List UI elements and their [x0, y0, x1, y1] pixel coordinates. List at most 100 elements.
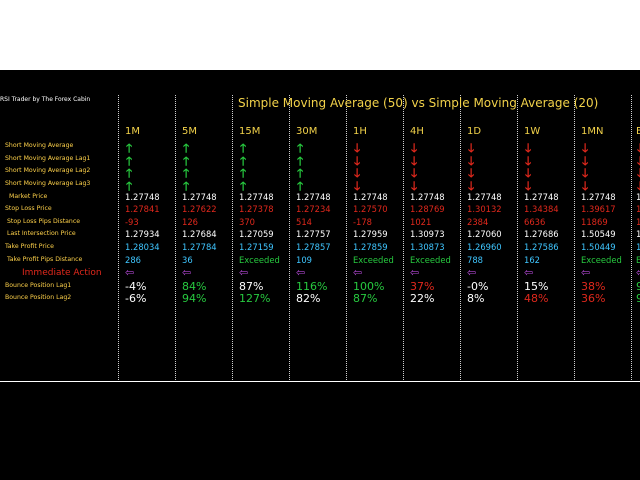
- bounce-lag2-cell: 127%: [239, 292, 271, 305]
- take-profit-pips-cell: 36: [182, 255, 193, 265]
- timeframe-header-1d: 1D: [467, 126, 482, 137]
- row-label-take-profit-price: Take Profit Price: [5, 243, 54, 250]
- take-profit-price-cell: 1.30873: [410, 242, 445, 252]
- stop-loss-pips-cell: 514: [296, 217, 312, 227]
- stop-loss-pips-cell: -178: [353, 217, 373, 227]
- immediate-action-left-arrow-icon: ⇦: [410, 266, 420, 279]
- trend-down-arrow-icon: 🡓: [468, 179, 475, 193]
- trend-down-arrow-icon: 🡓: [582, 179, 589, 193]
- trend-down-arrow-icon: 🡓: [411, 179, 418, 193]
- column-divider: [460, 95, 461, 380]
- stop-loss-pips-cell: -93: [125, 217, 139, 227]
- immediate-action-left-arrow-icon: ⇦: [581, 266, 591, 279]
- last-intersection-cell: 1.27934: [125, 229, 160, 239]
- trend-up-arrow-icon: 🡑: [126, 166, 133, 180]
- row-label-market-price: Market Price: [9, 193, 48, 200]
- row-label-last-intersection: Last Intersection Price: [7, 230, 76, 237]
- last-intersection-cell: 1.27060: [467, 229, 502, 239]
- stop-loss-pips-cell: 1021: [410, 217, 432, 227]
- stop-loss-price-cell: 1.27378: [239, 204, 274, 214]
- bounce-lag1-cell: 84%: [182, 280, 207, 293]
- bounce-lag1-cell: 100%: [353, 280, 385, 293]
- market-price-cell: 1: [636, 192, 640, 202]
- timeframe-header-4h: 4H: [410, 126, 424, 137]
- take-profit-pips-cell: Exceeded: [353, 255, 394, 265]
- timeframe-header-1m: 1M: [125, 126, 140, 137]
- take-profit-price-cell: 1: [636, 242, 640, 252]
- stop-loss-pips-cell: 2384: [467, 217, 489, 227]
- row-label-sma-lag2: Short Moving Average Lag2: [5, 167, 91, 174]
- last-intersection-cell: 1.30973: [410, 229, 445, 239]
- timeframe-header-1mn: 1MN: [581, 126, 604, 137]
- trend-down-arrow-icon: 🡓: [525, 154, 532, 168]
- bounce-lag2-cell: 82%: [296, 292, 321, 305]
- trend-up-arrow-icon: 🡑: [126, 141, 133, 155]
- top-background: [0, 0, 640, 70]
- trend-down-arrow-icon: 🡓: [582, 166, 589, 180]
- row-label-bounce-lag1: Bounce Position Lag1: [5, 282, 72, 289]
- immediate-action-left-arrow-icon: ⇦: [524, 266, 534, 279]
- last-intersection-cell: 1.27757: [296, 229, 331, 239]
- market-price-cell: 1.27748: [410, 192, 445, 202]
- immediate-action-left-arrow-icon: ⇦: [182, 266, 192, 279]
- indicator-title: Simple Moving Average (50) vs Simple Mov…: [238, 96, 599, 110]
- take-profit-price-cell: 1.27586: [524, 242, 559, 252]
- trend-up-arrow-icon: 🡑: [240, 166, 247, 180]
- column-divider: [118, 95, 119, 380]
- stop-loss-price-cell: 1.30132: [467, 204, 502, 214]
- timeframe-header-1w: 1W: [524, 126, 541, 137]
- indicator-panel: [0, 70, 640, 382]
- timeframe-header-ei: EI: [636, 126, 640, 137]
- trend-down-arrow-icon: 🡓: [354, 141, 361, 155]
- stop-loss-price-cell: 1.27841: [125, 204, 160, 214]
- take-profit-price-cell: 1.26960: [467, 242, 502, 252]
- column-divider: [574, 95, 575, 380]
- immediate-action-left-arrow-icon: ⇦: [125, 266, 135, 279]
- trend-up-arrow-icon: 🡑: [240, 154, 247, 168]
- trend-down-arrow-icon: 🡓: [354, 154, 361, 168]
- take-profit-price-cell: 1.27857: [296, 242, 331, 252]
- market-price-cell: 1.27748: [524, 192, 559, 202]
- market-price-cell: 1.27748: [125, 192, 160, 202]
- app-title: RSI Trader by The Forex Cabin: [0, 96, 91, 103]
- trend-down-arrow-icon: 🡓: [468, 154, 475, 168]
- bounce-lag2-cell: -6%: [125, 292, 147, 305]
- last-intersection-cell: 1.27959: [353, 229, 388, 239]
- trend-up-arrow-icon: 🡑: [183, 166, 190, 180]
- trend-up-arrow-icon: 🡑: [183, 141, 190, 155]
- trend-down-arrow-icon: 🡓: [411, 166, 418, 180]
- bounce-lag1-cell: -0%: [467, 280, 489, 293]
- stop-loss-pips-cell: 11869: [581, 217, 608, 227]
- timeframe-header-15m: 15M: [239, 126, 261, 137]
- row-label-stop-loss-pips: Stop Loss Pips Distance: [7, 218, 81, 225]
- stop-loss-price-cell: 1: [636, 204, 640, 214]
- column-divider: [403, 95, 404, 380]
- take-profit-price-cell: 1.27784: [182, 242, 217, 252]
- trend-down-arrow-icon: 🡓: [637, 180, 640, 192]
- take-profit-pips-cell: Exceeded: [410, 255, 451, 265]
- trend-up-arrow-icon: 🡑: [126, 179, 133, 193]
- stop-loss-price-cell: 1.27570: [353, 204, 388, 214]
- take-profit-pips-cell: Exceeded: [239, 255, 280, 265]
- trend-up-arrow-icon: 🡑: [240, 179, 247, 193]
- trend-up-arrow-icon: 🡑: [297, 166, 304, 180]
- market-price-cell: 1.27748: [239, 192, 274, 202]
- stop-loss-price-cell: 1.39617: [581, 204, 616, 214]
- take-profit-pips-cell: 788: [467, 255, 483, 265]
- trend-up-arrow-icon: 🡑: [297, 179, 304, 193]
- market-price-cell: 1.27748: [581, 192, 616, 202]
- trend-down-arrow-icon: 🡓: [411, 154, 418, 168]
- trend-down-arrow-icon: 🡓: [354, 179, 361, 193]
- stop-loss-price-cell: 1.28769: [410, 204, 445, 214]
- market-price-cell: 1.27748: [353, 192, 388, 202]
- bounce-lag1-cell: 87%: [239, 280, 264, 293]
- take-profit-pips-cell: 286: [125, 255, 141, 265]
- column-divider: [631, 95, 632, 380]
- bounce-lag2-cell: 48%: [524, 292, 549, 305]
- row-label-stop-loss-price: Stop Loss Price: [5, 205, 52, 212]
- take-profit-price-cell: 1.28034: [125, 242, 160, 252]
- take-profit-pips-cell: 109: [296, 255, 312, 265]
- trend-up-arrow-icon: 🡑: [183, 179, 190, 193]
- last-intersection-cell: 1.27059: [239, 229, 274, 239]
- column-divider: [175, 95, 176, 380]
